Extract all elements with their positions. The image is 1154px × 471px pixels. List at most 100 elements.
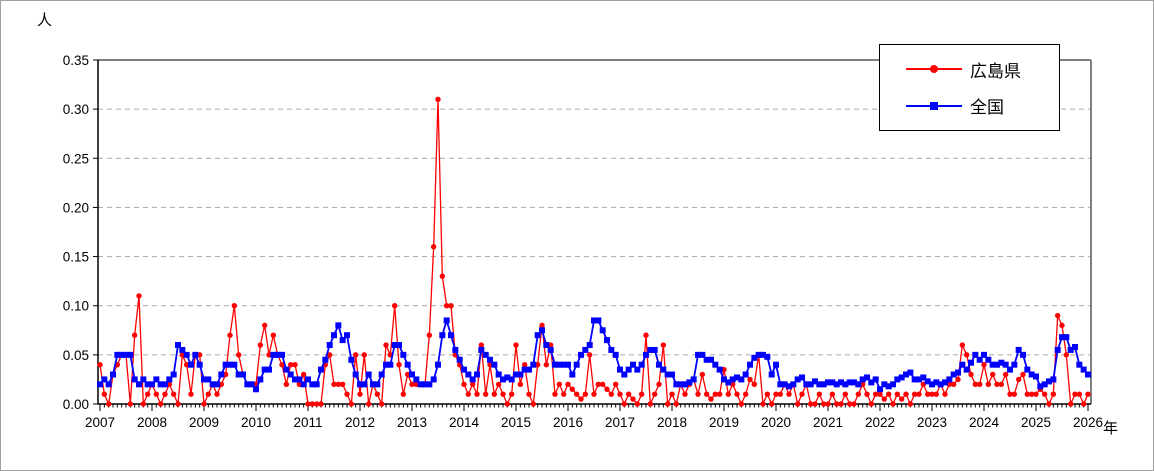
data-point xyxy=(183,351,190,358)
data-point xyxy=(287,361,294,368)
data-point xyxy=(166,376,173,383)
data-point xyxy=(188,361,194,368)
x-tick-label: 2023 xyxy=(917,415,947,430)
data-point xyxy=(231,361,238,368)
data-point xyxy=(630,396,636,402)
data-point xyxy=(751,354,758,361)
data-point xyxy=(829,391,836,397)
data-point xyxy=(846,401,853,407)
data-point xyxy=(469,381,476,388)
data-point xyxy=(348,401,355,407)
data-point xyxy=(396,361,402,368)
data-point xyxy=(292,376,298,383)
data-point xyxy=(287,371,294,378)
data-point xyxy=(955,376,961,383)
data-point xyxy=(205,391,212,397)
data-point xyxy=(274,351,281,358)
data-point xyxy=(846,379,853,386)
data-point xyxy=(1063,352,1070,358)
data-point xyxy=(560,391,567,397)
data-point xyxy=(153,391,160,397)
data-point xyxy=(209,381,216,388)
data-point xyxy=(170,371,177,378)
data-point xyxy=(881,396,888,402)
x-tick-label: 2013 xyxy=(397,415,427,430)
hiroshima-markers xyxy=(97,96,1091,407)
data-point xyxy=(283,366,290,373)
data-point xyxy=(1024,366,1031,373)
data-point xyxy=(465,371,472,378)
data-point xyxy=(283,381,290,388)
data-point xyxy=(842,391,849,397)
data-point xyxy=(500,391,506,397)
y-tick-label: 0.20 xyxy=(63,200,89,215)
data-point xyxy=(201,401,207,407)
data-point xyxy=(1076,361,1083,368)
data-point xyxy=(409,371,415,378)
data-point xyxy=(747,376,753,383)
data-point xyxy=(976,381,983,388)
data-point xyxy=(599,381,606,388)
data-point xyxy=(911,391,918,397)
data-point xyxy=(773,391,779,397)
data-point xyxy=(552,361,558,368)
data-point xyxy=(950,371,957,378)
data-point xyxy=(131,376,138,383)
data-point xyxy=(565,381,571,388)
data-point xyxy=(903,391,909,397)
data-point xyxy=(374,381,381,388)
data-point xyxy=(864,374,870,381)
data-point xyxy=(638,391,645,397)
data-point xyxy=(760,351,766,358)
data-point xyxy=(894,376,901,383)
data-point xyxy=(621,371,628,378)
data-point xyxy=(435,96,441,103)
x-tick-label: 2022 xyxy=(865,415,895,430)
data-point xyxy=(404,361,411,368)
data-point xyxy=(591,317,597,324)
data-point xyxy=(881,381,888,388)
x-tick-label: 2008 xyxy=(137,415,167,430)
data-point xyxy=(543,342,550,349)
x-tick-label: 2016 xyxy=(553,415,583,430)
data-point xyxy=(179,346,186,353)
data-point xyxy=(816,381,823,388)
data-point xyxy=(703,356,710,363)
data-point xyxy=(443,317,450,324)
data-point xyxy=(617,391,623,397)
x-tick-label: 2025 xyxy=(1021,415,1051,430)
data-point xyxy=(339,337,346,344)
data-point xyxy=(699,351,706,358)
data-point xyxy=(812,378,818,385)
data-point xyxy=(300,381,307,388)
data-point xyxy=(838,401,844,407)
data-point xyxy=(1067,346,1074,353)
data-point xyxy=(461,381,467,388)
data-point xyxy=(933,391,940,397)
data-point xyxy=(482,351,489,358)
data-point xyxy=(101,376,108,383)
data-point xyxy=(162,381,168,388)
data-point xyxy=(591,391,597,397)
y-tick-label: 0.00 xyxy=(63,397,89,412)
data-point xyxy=(1015,376,1022,383)
data-point xyxy=(712,391,719,397)
data-point xyxy=(313,381,320,388)
data-point xyxy=(374,391,381,397)
data-point xyxy=(162,391,168,397)
data-point xyxy=(959,342,966,348)
data-point xyxy=(612,351,619,358)
data-point xyxy=(959,361,966,368)
x-tick-label: 2012 xyxy=(345,415,375,430)
data-point xyxy=(201,376,207,383)
data-point xyxy=(378,371,385,378)
data-point xyxy=(794,376,801,383)
data-point xyxy=(573,361,580,368)
data-point xyxy=(1054,346,1061,353)
data-point xyxy=(495,381,502,388)
data-point xyxy=(1054,312,1061,319)
data-point xyxy=(833,401,840,407)
data-point xyxy=(1085,391,1091,397)
data-point xyxy=(326,342,333,349)
